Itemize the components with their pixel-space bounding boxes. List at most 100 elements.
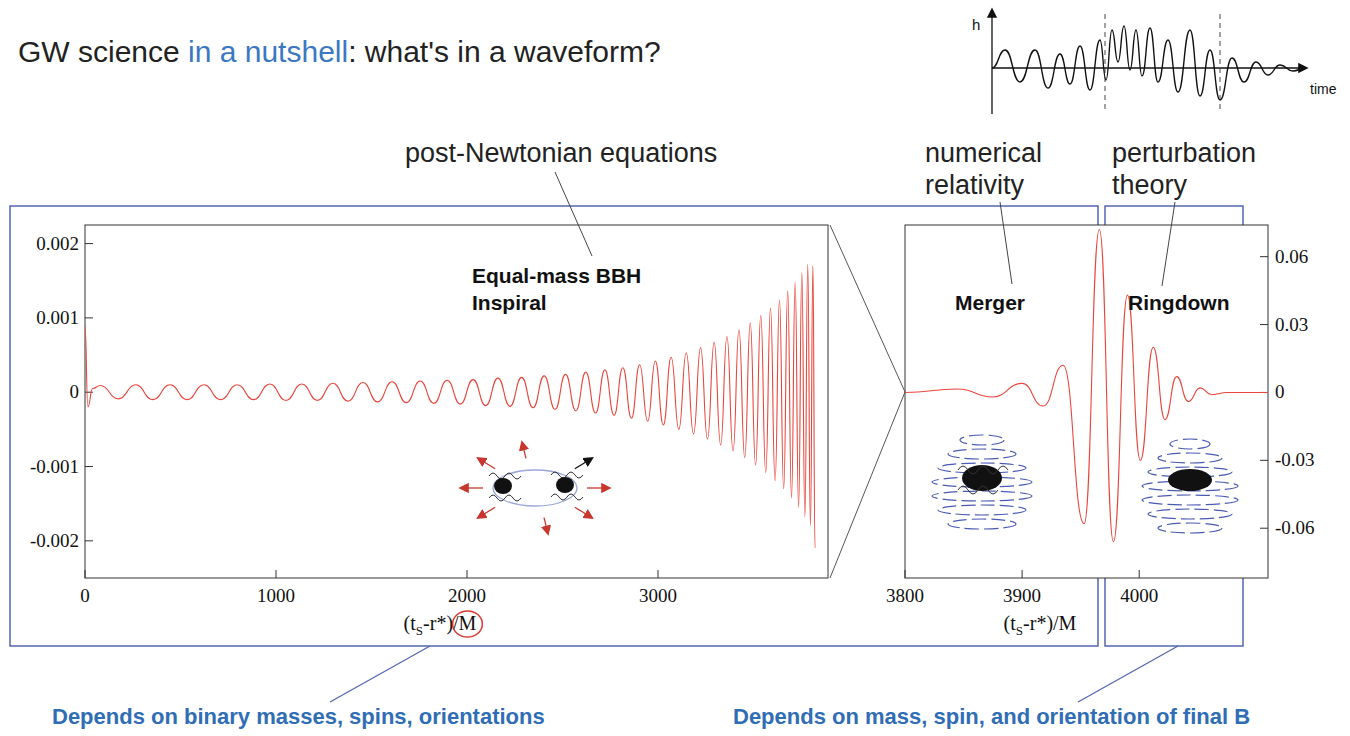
spin-squiggle xyxy=(489,473,521,501)
radiation-arrow xyxy=(575,507,592,517)
annotation-line: perturbation xyxy=(1112,138,1256,168)
panel-label: Equal-mass BBH xyxy=(472,264,641,287)
sketch-divider xyxy=(1105,14,1106,112)
leader-line xyxy=(1000,202,1012,284)
illustrations xyxy=(461,435,1238,533)
x-axis-label-part: -r*)/M xyxy=(1023,612,1077,635)
radiation-arrow xyxy=(478,507,495,517)
spin-squiggle xyxy=(958,466,1008,494)
method-annotation: perturbationtheory xyxy=(1112,138,1256,200)
wave-ring xyxy=(1148,509,1232,519)
y-tick-label: -0.03 xyxy=(1275,449,1315,470)
y-tick xyxy=(85,317,93,318)
x-tick-label: 0 xyxy=(80,585,90,606)
data-group xyxy=(85,264,815,548)
x-tick-label: 2000 xyxy=(448,585,486,606)
x-tick xyxy=(85,570,86,578)
caption-leader xyxy=(1078,646,1178,702)
x-tick xyxy=(1022,570,1023,578)
y-tick xyxy=(1260,256,1268,257)
waveform-line xyxy=(85,264,815,548)
y-tick-label: 0.03 xyxy=(1275,314,1308,335)
x-tick-label: 3800 xyxy=(886,585,924,606)
title: GW science in a nutshell: what's in a wa… xyxy=(18,35,661,68)
wave-ring xyxy=(938,505,1026,515)
chart: -0.002-0.00100.0010.0020100020003000(tS-… xyxy=(30,225,828,638)
waveform-line xyxy=(905,230,1268,542)
y-tick-label: 0.06 xyxy=(1275,246,1308,267)
title-part: : what's in a waveform? xyxy=(348,35,661,68)
black-hole xyxy=(494,478,512,494)
x-tick xyxy=(1139,570,1140,578)
y-tick xyxy=(1260,324,1268,325)
panel-label: Inspiral xyxy=(472,291,547,314)
sketch: htime xyxy=(972,10,1337,114)
sketch-curve xyxy=(992,26,1305,100)
x-tick xyxy=(905,570,906,578)
y-tick-label: -0.002 xyxy=(30,530,79,551)
wave-ring xyxy=(960,435,1004,445)
x-tick xyxy=(276,570,277,578)
annotation-line: theory xyxy=(1112,170,1188,200)
slide: GW science in a nutshell: what's in a wa… xyxy=(0,0,1350,736)
y-tick-label: -0.06 xyxy=(1275,517,1315,538)
wave-ring xyxy=(1170,439,1210,449)
x-tick-label: 3000 xyxy=(639,585,677,606)
y-tick-label: 0 xyxy=(1275,381,1285,402)
panel-label: Merger xyxy=(955,291,1025,314)
wave-ring xyxy=(932,491,1032,501)
x-axis-label-part: (t xyxy=(404,612,417,635)
sketch-axis xyxy=(991,10,992,114)
y-tick-label: -0.001 xyxy=(30,456,79,477)
title-part: in a nutshell xyxy=(188,35,348,68)
x-tick-label: 3900 xyxy=(1003,585,1041,606)
x-tick xyxy=(658,570,659,578)
x-axis-label: (tS-r*)/M xyxy=(404,612,477,638)
spin-squiggle xyxy=(551,472,583,500)
data-group xyxy=(905,230,1268,542)
y-tick xyxy=(85,243,93,244)
plot-frame xyxy=(85,225,828,578)
wave-ring xyxy=(1142,495,1238,505)
highlight-circle xyxy=(453,611,483,637)
caption: Depends on binary masses, spins, orienta… xyxy=(52,704,545,729)
radiation-arrow xyxy=(575,458,592,468)
wave-ring xyxy=(1158,523,1222,533)
x-tick xyxy=(467,570,468,578)
radiation-arrow xyxy=(478,458,495,468)
zoom-line xyxy=(830,225,905,392)
y-tick xyxy=(85,392,93,393)
wave-ring xyxy=(948,449,1016,459)
zoom-line xyxy=(830,392,905,578)
radiation-arrow xyxy=(587,487,609,488)
sketch-divider xyxy=(1220,14,1221,112)
x-axis-label-part: -r*)/M xyxy=(423,612,477,635)
radiation-arrow xyxy=(461,487,483,488)
black-hole xyxy=(962,465,1002,491)
wave-ring xyxy=(948,519,1016,529)
y-tick xyxy=(85,540,93,541)
x-axis-label-part: S xyxy=(416,623,423,638)
plot-frame xyxy=(905,225,1268,578)
title-part: GW science xyxy=(18,35,188,68)
x-axis-label: (tS-r*)/M xyxy=(1004,612,1077,638)
x-tick-label: 4000 xyxy=(1120,585,1158,606)
y-tick-label: 0.002 xyxy=(36,233,79,254)
y-tick xyxy=(1260,528,1268,529)
annotation-line: relativity xyxy=(925,170,1025,200)
panel-label: Ringdown xyxy=(1128,291,1229,314)
black-hole xyxy=(556,477,574,493)
sketch-y-label: h xyxy=(972,16,980,33)
caption: Depends on mass, spin, and orientation o… xyxy=(733,704,1250,729)
radiation-arrow xyxy=(544,518,548,534)
chart: -0.06 -0.03 0 0.03 0.06 3800 3900 4000 (tS-r*)/M… xyxy=(886,225,1315,638)
sketch-axis xyxy=(992,67,1306,68)
method-annotation: numericalrelativity xyxy=(925,138,1042,200)
method-annotation: post-Newtonian equations xyxy=(405,138,717,168)
caption-leader xyxy=(330,646,430,702)
wave-ring xyxy=(1158,453,1222,463)
leader-line xyxy=(1162,202,1175,286)
y-tick-label: 0 xyxy=(70,381,80,402)
leader-line xyxy=(555,172,592,256)
y-tick-label: 0.001 xyxy=(36,307,79,328)
